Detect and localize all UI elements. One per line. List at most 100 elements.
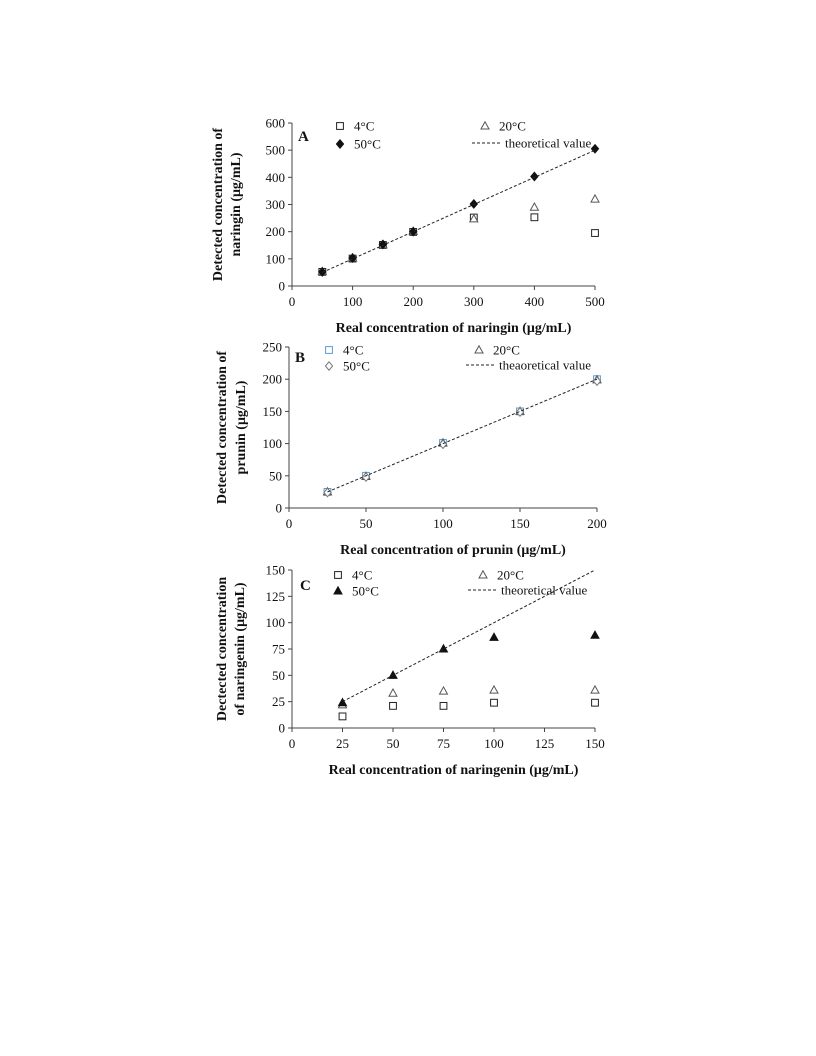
x-tick-label: 50 (360, 516, 373, 531)
data-point (529, 201, 540, 211)
y-tick-label: 50 (269, 468, 282, 483)
panel-label: B (295, 350, 305, 366)
x-axis-label: Real concentration of prunin (μg/mL) (340, 543, 566, 558)
legend-label: 4°C (352, 568, 372, 583)
theoretical-line (342, 569, 596, 703)
data-point (590, 193, 600, 203)
x-axis-label: Real concentration of naringenin (μg/mL) (329, 763, 579, 778)
legend-swatch (335, 139, 345, 149)
data-point (439, 701, 448, 710)
panel-label: A (298, 129, 309, 145)
x-tick-label: 0 (289, 736, 296, 751)
y-tick-label: 125 (266, 589, 286, 604)
chart-panel-C: 0 25 50 75 100 125 150 0 25 50 75 100 125 150 Real con… (215, 563, 605, 779)
data-point (388, 688, 398, 697)
y-tick-label: 50 (272, 668, 285, 683)
x-tick-label: 150 (510, 516, 530, 531)
y-tick-label: 250 (263, 340, 283, 355)
legend-label: 50°C (352, 584, 379, 599)
y-tick-label: 25 (272, 694, 285, 709)
data-point (489, 632, 499, 641)
data-point (361, 472, 371, 483)
legend-label: 50°C (354, 137, 381, 152)
legend-label: 50°C (343, 359, 370, 374)
x-tick-label: 25 (336, 736, 349, 751)
y-axis-label: of naringenin (μg/mL) (233, 582, 248, 716)
y-tick-label: 150 (266, 563, 286, 578)
chart-panel-B: 0 50 100 150 200 250 0 50 100 150 200 Real concentr… (215, 340, 607, 559)
legend-label: 20°C (497, 568, 524, 583)
data-point (337, 697, 348, 707)
legend-label: 20°C (499, 119, 526, 134)
x-tick-label: 200 (587, 516, 607, 531)
x-tick-label: 400 (525, 294, 545, 309)
x-tick-label: 0 (289, 294, 296, 309)
legend-label: 20°C (493, 343, 520, 358)
y-tick-label: 200 (266, 224, 286, 239)
y-axis-label: Detected concentration of (211, 128, 226, 282)
legend-label: theoretical value (501, 583, 587, 598)
legend-label: theaoretical value (499, 358, 591, 373)
y-tick-label: 600 (266, 116, 286, 131)
data-point (378, 239, 388, 250)
y-tick-label: 100 (266, 615, 286, 630)
legend-swatch (478, 569, 488, 579)
x-tick-label: 500 (585, 294, 605, 309)
y-tick-label: 200 (263, 372, 283, 387)
x-tick-label: 300 (464, 294, 484, 309)
data-point (338, 712, 347, 721)
y-tick-label: 75 (272, 642, 285, 657)
legend-swatch (334, 571, 342, 579)
legend-swatch (324, 361, 334, 371)
y-axis-label: prunin (μg/mL) (234, 380, 249, 474)
y-tick-label: 500 (266, 143, 286, 158)
legend-swatch (336, 122, 344, 130)
legend-label: theoretical value (505, 136, 591, 151)
x-tick-label: 100 (484, 736, 504, 751)
x-tick-label: 100 (343, 294, 363, 309)
data-point (591, 698, 599, 707)
x-tick-label: 125 (535, 736, 555, 751)
x-tick-label: 75 (437, 736, 450, 751)
y-tick-label: 0 (276, 501, 283, 516)
y-tick-label: 400 (266, 170, 286, 185)
legend-label: 4°C (354, 119, 374, 134)
data-point (489, 684, 499, 694)
panel-label: C (300, 578, 311, 594)
data-point (530, 171, 539, 182)
data-point (590, 630, 600, 639)
data-point (348, 253, 357, 263)
y-tick-label: 300 (266, 197, 286, 212)
theoretical-line (322, 149, 596, 273)
data-point (438, 685, 449, 695)
theoretical-line (327, 378, 598, 493)
data-point (389, 701, 397, 710)
x-tick-label: 0 (286, 516, 293, 531)
legend-swatch (325, 346, 333, 354)
data-point (591, 229, 599, 237)
y-tick-label: 100 (263, 436, 283, 451)
y-tick-label: 150 (263, 404, 283, 419)
x-axis-label: Real concentration of naringin (μg/mL) (336, 321, 572, 336)
x-tick-label: 200 (403, 294, 423, 309)
legend-label: 4°C (343, 343, 363, 358)
data-point (530, 213, 539, 222)
x-tick-label: 50 (387, 736, 400, 751)
data-point (590, 684, 600, 694)
legend-swatch (474, 344, 484, 354)
x-tick-label: 150 (585, 736, 605, 751)
x-tick-label: 100 (433, 516, 453, 531)
legend-swatch (480, 120, 490, 130)
y-tick-label: 0 (279, 721, 286, 736)
chart-panel-A: 0 100 200 300 400 500 600 0 100 200 300 400 500 Real … (211, 116, 605, 337)
legend-swatch (333, 585, 343, 595)
y-axis-label: Detected concentration of (215, 351, 230, 505)
y-axis-label: naringin (μg/mL) (229, 152, 244, 256)
data-point (388, 670, 398, 679)
data-point (490, 698, 498, 707)
data-point (468, 213, 479, 223)
data-point (592, 376, 602, 387)
y-tick-label: 100 (266, 251, 286, 266)
y-axis-label: Dectected concentration (215, 577, 230, 721)
